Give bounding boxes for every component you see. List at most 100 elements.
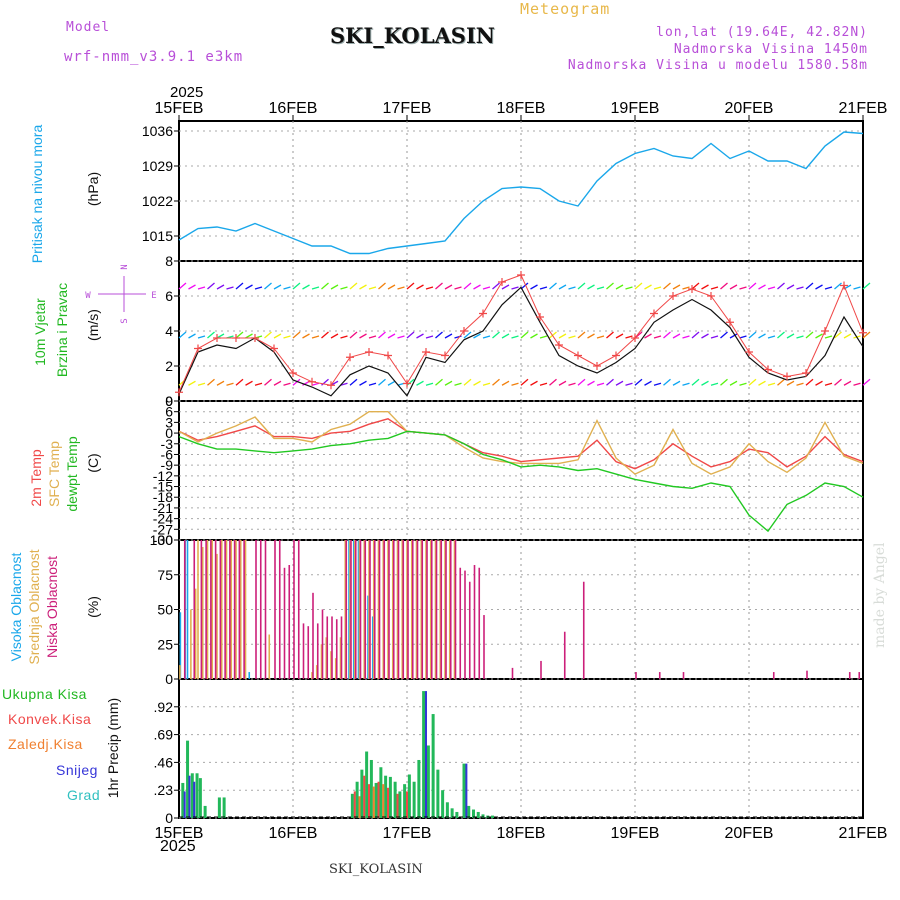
wind-gust-marker <box>745 348 753 356</box>
wind-vector <box>758 284 766 290</box>
cloud-ytick-label: 50 <box>157 602 173 618</box>
wind-vector <box>378 331 386 339</box>
time-tick-bottom: 17FEB <box>383 825 432 842</box>
time-tick-bottom: 20FEB <box>725 825 774 842</box>
wind-vector <box>530 380 538 386</box>
snow-bar <box>465 763 468 818</box>
wind-vector <box>235 378 244 386</box>
total-rain-bar <box>450 808 454 818</box>
wind-vector <box>606 282 614 290</box>
legend-freezing-rain: Zaledj.Kisa <box>8 736 83 752</box>
wind-gust-marker <box>270 344 278 353</box>
total-rain-bar <box>217 797 221 818</box>
total-rain-bar <box>455 811 459 818</box>
wind-gust-marker <box>308 377 316 386</box>
wind-vector <box>539 382 548 386</box>
wind-vector <box>672 380 681 386</box>
wind-vector <box>501 333 510 339</box>
wind-vector <box>796 382 804 386</box>
wind-vector <box>292 331 301 339</box>
wind-vector <box>748 378 757 386</box>
wind-vector <box>387 333 396 339</box>
snow-bar <box>425 691 427 818</box>
wind-gust-marker <box>213 334 221 342</box>
pressure-ytick-label: 1029 <box>142 158 173 174</box>
wind-vector <box>378 282 386 290</box>
wind-vector <box>663 282 671 290</box>
wind-ytick-label: 8 <box>165 253 173 269</box>
wind-vector <box>843 333 852 339</box>
time-tick-bottom: 15FEB <box>155 825 204 842</box>
wind-gust-marker <box>346 353 354 362</box>
pressure-ytick-label: 1036 <box>142 123 173 139</box>
wind-vector <box>862 282 871 290</box>
wind-ytick-label: 4 <box>165 323 173 339</box>
wind-vector <box>558 284 567 290</box>
temp-ytick-label: 0 <box>165 425 173 441</box>
wind-vector <box>682 286 690 290</box>
wind-gust-marker <box>384 351 392 360</box>
wind-gust-marker <box>593 362 601 370</box>
total-rain-bar <box>393 781 397 818</box>
wind-vector <box>463 282 472 290</box>
wind-vector <box>330 284 339 290</box>
time-tick-top: 20FEB <box>725 100 774 117</box>
wind-gust-marker <box>441 351 449 360</box>
compass-e: E <box>151 291 156 301</box>
wind-gust-marker <box>194 344 202 353</box>
wind-vector <box>283 382 291 386</box>
wind-gust-marker <box>479 309 487 318</box>
time-tick-bottom: 21FEB <box>839 825 888 842</box>
wind-vector <box>435 378 443 386</box>
legend-total-rain: Ukupna Kisa <box>2 686 87 702</box>
wind-vector <box>767 335 776 339</box>
wind-gust-marker <box>517 271 525 279</box>
wind-vector <box>330 380 339 386</box>
wind-vector <box>454 382 462 386</box>
wind-vector <box>577 282 586 290</box>
total-rain-bar <box>222 797 226 818</box>
wind-vector <box>767 286 776 290</box>
wind-vector <box>235 331 244 339</box>
convective-rain-bar <box>396 793 399 818</box>
temp-ytick-label: -24 <box>153 511 173 527</box>
wind-vector <box>311 286 320 290</box>
wind-vector <box>302 333 310 339</box>
time-tick-top: 21FEB <box>839 100 888 117</box>
total-rain-bar <box>369 759 373 818</box>
wind-vector <box>710 382 719 386</box>
wind-gust-marker <box>327 381 335 390</box>
wind-vector <box>568 382 576 386</box>
wind-vector <box>302 284 310 290</box>
t2m-line <box>178 418 864 470</box>
convective-rain-bar <box>377 781 380 818</box>
total-rain-bar <box>181 782 185 818</box>
wind-gust-marker <box>422 348 430 356</box>
wind-vector <box>777 331 785 339</box>
wind-vector <box>207 331 215 339</box>
wind-vector <box>530 333 538 339</box>
wind-vector <box>473 380 481 386</box>
wind-vector <box>682 335 690 339</box>
wind-vector <box>549 282 557 290</box>
wind-vector <box>482 286 491 290</box>
total-rain-bar <box>412 781 416 818</box>
wind-vector <box>387 380 396 386</box>
total-rain-bar <box>422 691 426 818</box>
wind-vector <box>482 382 491 386</box>
wind-vector <box>207 282 215 290</box>
total-rain-bar <box>403 784 407 818</box>
wind-vector <box>416 380 424 386</box>
wind-gust-marker <box>840 281 848 290</box>
wind-vector <box>615 333 624 339</box>
wind-vector <box>273 380 282 386</box>
wind-vector <box>340 286 348 290</box>
wind-vector <box>824 382 833 386</box>
total-rain-bar <box>476 811 480 818</box>
wind-vector <box>273 284 282 290</box>
wind-vector <box>463 331 472 339</box>
wind-vector <box>596 335 605 339</box>
year-label-bottom: 2025 <box>160 838 196 855</box>
wind-vector <box>226 382 234 386</box>
pressure-ytick-label: 1015 <box>142 228 173 244</box>
